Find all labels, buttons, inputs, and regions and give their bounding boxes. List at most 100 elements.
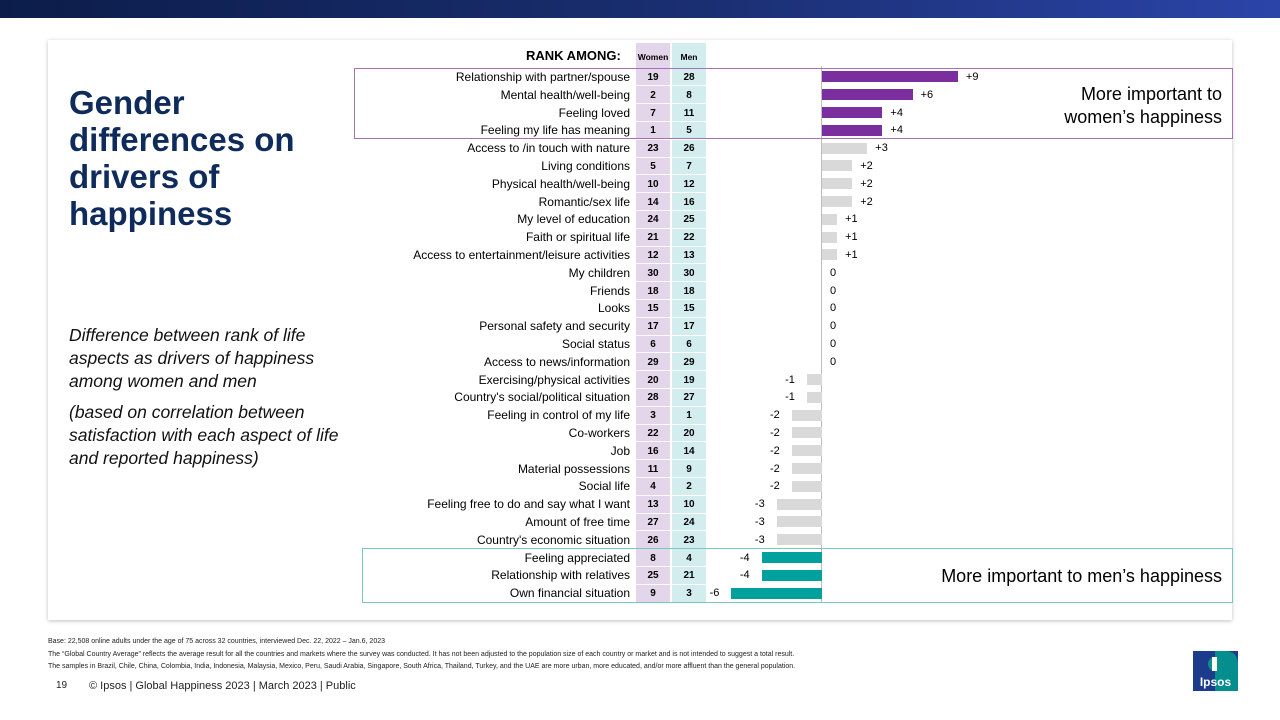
women-rank-value: 8: [650, 552, 656, 564]
difference-bar: [822, 71, 958, 83]
footnote-samples: The samples in Brazil, Chile, China, Col…: [48, 663, 796, 670]
men-rank-value: 4: [686, 552, 692, 564]
row-divider: [636, 192, 706, 194]
chart-subtitle: Difference between rank of life aspects …: [69, 325, 315, 391]
category-label: Material possessions: [517, 461, 630, 476]
difference-label: -2: [770, 444, 780, 457]
row-divider: [636, 263, 706, 265]
category-label: Access to /in touch with nature: [467, 141, 630, 156]
men-rank-value: 10: [683, 499, 695, 511]
category-label: My children: [568, 265, 630, 280]
women-rank-value: 24: [647, 214, 659, 226]
difference-label: -1: [785, 391, 795, 404]
difference-label: -1: [785, 373, 795, 386]
row-divider: [636, 494, 706, 496]
zero-axis-line: [821, 66, 822, 602]
men-rank-value: 24: [683, 516, 695, 528]
women-column-header: Women: [637, 52, 669, 62]
row-divider: [636, 316, 706, 318]
women-rank-value: 12: [647, 249, 659, 261]
difference-label: -2: [770, 409, 780, 422]
difference-bar: [806, 374, 822, 385]
row-divider: [636, 85, 706, 87]
men-rank-value: 2: [686, 481, 692, 493]
women-rank-value: 10: [647, 178, 659, 190]
men-rank-value: 15: [683, 303, 695, 315]
men-rank-value: 7: [686, 160, 692, 172]
difference-label: 0: [830, 302, 837, 315]
category-label: Physical health/well-being: [491, 176, 630, 191]
category-label: Country's economic situation: [476, 532, 630, 547]
women-rank-value: 22: [647, 427, 659, 439]
women-rank-value: 7: [650, 107, 656, 119]
women-rank-value: 16: [647, 445, 659, 457]
difference-bar: [776, 498, 822, 510]
men-callout: More important to men’s happiness: [941, 566, 1222, 586]
category-label: Personal safety and security: [479, 319, 630, 334]
women-callout: More important to women’s happiness: [1064, 84, 1222, 127]
women-rank-value: 25: [647, 570, 659, 582]
difference-label: -2: [770, 426, 780, 439]
women-rank-value: 30: [647, 267, 659, 279]
difference-bar: [776, 516, 822, 528]
row-divider: [636, 138, 706, 140]
row-divider: [636, 459, 706, 461]
women-rank-value: 28: [647, 392, 659, 404]
women-rank-value: 29: [647, 356, 659, 368]
difference-label: -3: [754, 515, 765, 528]
difference-bar: [791, 480, 822, 492]
row-divider: [636, 334, 706, 336]
men-rank-value: 11: [683, 107, 695, 119]
difference-label: 0: [830, 266, 837, 279]
row-divider: [636, 441, 706, 443]
difference-label: +2: [860, 159, 873, 172]
row-divider: [636, 245, 706, 247]
row-divider: [636, 120, 706, 122]
difference-bar: [791, 409, 822, 421]
men-rank-value: 27: [683, 392, 695, 404]
difference-label: +1: [845, 248, 858, 261]
category-label: Faith or spiritual life: [525, 230, 630, 245]
men-rank-value: 16: [683, 196, 695, 208]
difference-bar: [806, 391, 822, 403]
row-divider: [636, 281, 706, 283]
men-rank-value: 20: [683, 427, 695, 439]
category-label: Country's social/political situation: [454, 390, 630, 405]
category-label: Social status: [561, 336, 630, 351]
difference-bar: [822, 196, 853, 207]
women-rank-value: 19: [647, 71, 659, 83]
women-rank-value: 20: [647, 374, 659, 386]
category-label: Access to entertainment/leisure activiti…: [413, 247, 630, 262]
footer-text: © Ipsos | Global Happiness 2023 | March …: [89, 680, 356, 692]
women-rank-column: [636, 43, 670, 603]
difference-label: 0: [830, 355, 837, 368]
rank-header: RANK AMONG:: [526, 48, 621, 63]
category-label: Feeling in control of my life: [487, 408, 630, 423]
category-label: Feeling my life has meaning: [480, 123, 630, 138]
category-label: Relationship with relatives: [491, 568, 630, 583]
row-divider: [636, 209, 706, 211]
category-label: Own financial situation: [509, 586, 630, 601]
footnote-base: Base: 22,508 online adults under the age…: [48, 638, 386, 645]
row-divider: [636, 174, 706, 176]
row-divider: [636, 387, 706, 389]
page-number: 19: [56, 680, 68, 691]
women-rank-value: 5: [650, 160, 656, 172]
difference-bar: [791, 427, 822, 439]
difference-bar: [822, 178, 853, 190]
difference-bar: [822, 124, 883, 136]
difference-label: 0: [830, 320, 837, 333]
women-rank-value: 18: [647, 285, 659, 297]
difference-label: -4: [739, 551, 750, 564]
difference-label: +1: [845, 231, 858, 244]
men-rank-value: 28: [683, 71, 695, 83]
women-rank-value: 26: [647, 534, 659, 546]
difference-bar: [822, 213, 838, 225]
category-label: Exercising/physical activities: [478, 372, 630, 387]
women-rank-value: 3: [650, 410, 656, 422]
men-rank-value: 18: [683, 285, 695, 297]
difference-label: -2: [770, 480, 780, 493]
women-highlight-box: [354, 68, 1233, 139]
difference-label: -2: [770, 462, 780, 475]
men-rank-value: 9: [686, 463, 692, 475]
